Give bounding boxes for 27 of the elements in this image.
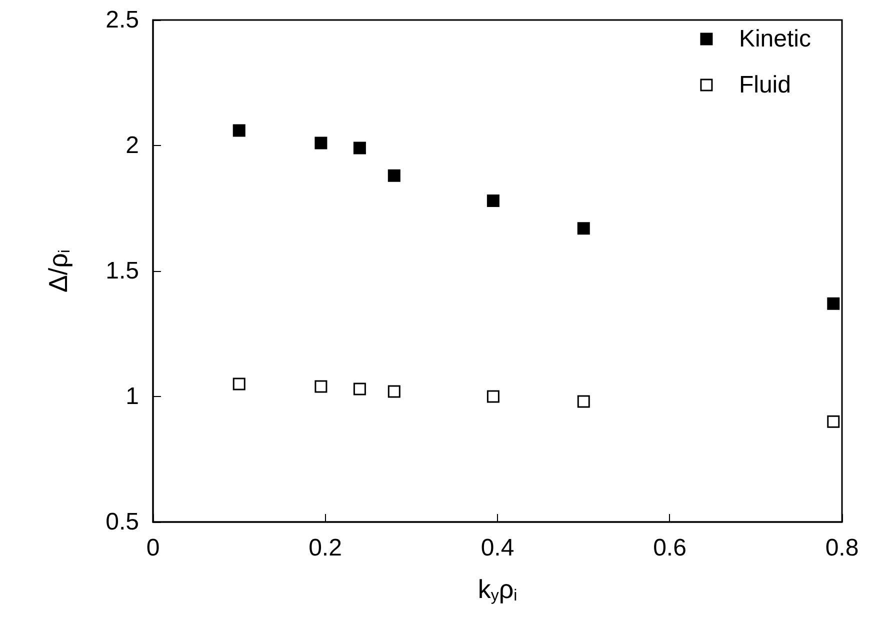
point (314, 380, 328, 393)
y-tick-label: 2 (126, 132, 139, 159)
point (353, 142, 366, 154)
point (232, 378, 246, 390)
y-axis-title: Δ/ρi (43, 250, 74, 292)
point (388, 385, 400, 398)
point (577, 395, 590, 408)
point (577, 222, 590, 235)
y-tick-label: 1.5 (106, 258, 139, 284)
x-tick-label: 0 (146, 534, 160, 562)
point (827, 415, 840, 428)
x-tick-label: 0.8 (825, 534, 859, 562)
point (232, 124, 246, 137)
x-tick-label: 0.4 (480, 534, 514, 562)
x-tick-label: 0.2 (308, 534, 342, 562)
y-tick-label: 1 (126, 383, 139, 410)
legend-label: Fluid (738, 72, 791, 98)
point (827, 297, 840, 310)
point (314, 136, 328, 150)
point (388, 169, 400, 182)
point (486, 390, 500, 403)
y-tick-label: 2.5 (106, 6, 139, 34)
y-tick-label: 0.5 (106, 508, 139, 536)
point (486, 194, 500, 207)
point (353, 382, 366, 396)
x-tick-label: 0.6 (653, 534, 686, 562)
legend-label: Kinetic (738, 26, 812, 52)
